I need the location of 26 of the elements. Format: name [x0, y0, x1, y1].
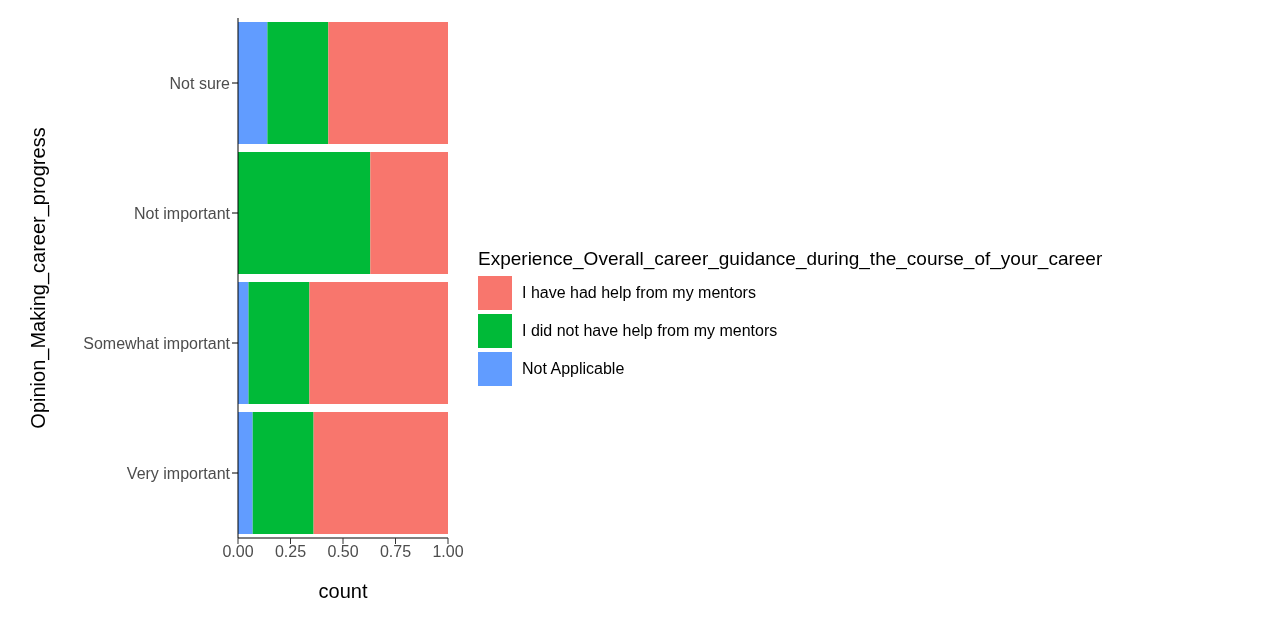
bar — [238, 21, 268, 144]
x-tick-label: 0.50 — [327, 543, 359, 561]
y-tick-label: Not important — [133, 204, 231, 222]
x-axis-title: count — [318, 580, 368, 602]
bar — [370, 151, 448, 274]
x-tick-label: 0.25 — [274, 543, 307, 561]
bar — [238, 281, 249, 404]
legend-label: Not Applicable — [522, 360, 625, 378]
x-tick-label: 0.75 — [379, 543, 412, 561]
legend-title: Experience_Overall_career_guidance_during_the_course_of_your_career — [478, 248, 1103, 270]
bar — [248, 281, 310, 404]
y-tick-label: Very important — [126, 464, 231, 482]
bar — [328, 21, 448, 144]
bar — [238, 411, 253, 534]
legend-label: I have had help from my mentors — [522, 284, 756, 302]
x-tick-label: 1.00 — [432, 543, 464, 561]
y-tick-label: Somewhat important — [83, 334, 231, 352]
bar — [267, 21, 329, 144]
legend-label: I did not have help from my mentors — [522, 322, 778, 340]
x-tick-label: 0.00 — [222, 543, 254, 561]
bar — [309, 281, 448, 404]
bar — [238, 151, 371, 274]
y-tick-label: Not sure — [169, 74, 231, 92]
bar — [313, 411, 448, 534]
y-axis-title: Opinion_Making_career_progress — [27, 127, 51, 429]
bar — [252, 411, 314, 534]
